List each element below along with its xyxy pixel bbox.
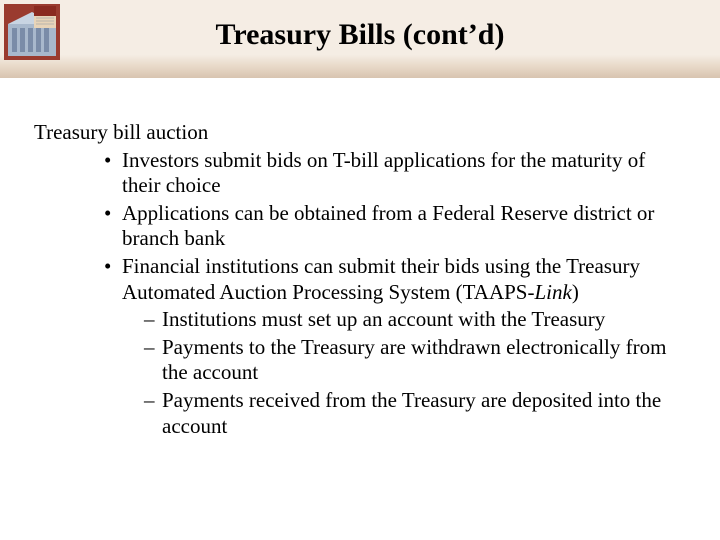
bullet-item: Applications can be obtained from a Fede… <box>104 201 686 252</box>
bullet-text: Investors submit bids on T-bill applicat… <box>122 148 645 198</box>
section-heading: Treasury bill auction <box>34 120 686 146</box>
bullet-item: Financial institutions can submit their … <box>104 254 686 439</box>
sub-bullet-item: Payments to the Treasury are withdrawn e… <box>144 335 686 386</box>
bullet-item: Investors submit bids on T-bill applicat… <box>104 148 686 199</box>
sub-bullet-text: Institutions must set up an account with… <box>162 307 605 331</box>
sub-bullet-item: Institutions must set up an account with… <box>144 307 686 333</box>
sub-bullet-text: Payments received from the Treasury are … <box>162 388 661 438</box>
bullet-text: Applications can be obtained from a Fede… <box>122 201 654 251</box>
bullet-text-italic: Link <box>534 280 571 304</box>
slide-title: Treasury Bills (cont’d) <box>0 18 720 52</box>
sub-bullet-text: Payments to the Treasury are withdrawn e… <box>162 335 666 385</box>
sub-bullet-list: Institutions must set up an account with… <box>144 307 686 439</box>
bullet-text-suffix: ) <box>572 280 579 304</box>
bullet-list: Investors submit bids on T-bill applicat… <box>104 148 686 440</box>
sub-bullet-item: Payments received from the Treasury are … <box>144 388 686 439</box>
content-area: Treasury bill auction Investors submit b… <box>34 120 686 441</box>
